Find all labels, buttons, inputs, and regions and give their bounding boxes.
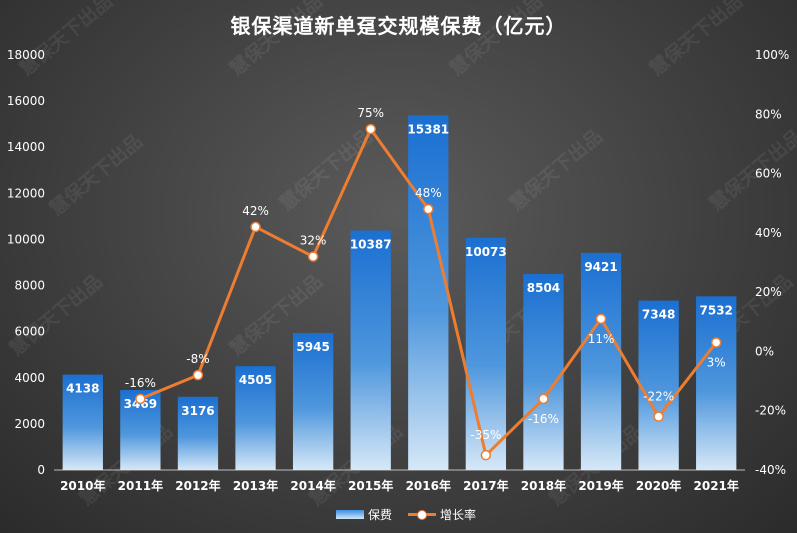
x-tick-label: 2020年 <box>636 478 681 493</box>
y-right-tick-label: -40% <box>755 463 786 477</box>
chart-legend: 保费 增长率 <box>336 506 476 523</box>
legend-item-growth: 增长率 <box>408 506 476 523</box>
bar <box>408 115 449 470</box>
growth-value-label: -35% <box>470 428 501 442</box>
growth-point <box>250 221 261 233</box>
legend-line-swatch <box>408 510 437 520</box>
y-left-tick-label: 10000 <box>7 232 45 246</box>
bar <box>62 374 103 470</box>
y-left-tick-label: 14000 <box>7 140 45 154</box>
bar <box>465 237 507 470</box>
y-left-tick-label: 18000 <box>7 48 45 62</box>
y-left-tick-label: 12000 <box>7 186 45 200</box>
x-tick-label: 2021年 <box>694 478 739 493</box>
y-right-tick-label: 80% <box>755 107 782 121</box>
y-right-tick-label: 0% <box>755 344 774 358</box>
x-tick-label: 2011年 <box>118 478 163 493</box>
growth-value-label: 42% <box>242 204 269 218</box>
bar-value-label: 10387 <box>350 238 392 252</box>
x-tick-label: 2019年 <box>578 478 623 493</box>
y-left-tick-label: 0 <box>37 463 45 477</box>
y-right-tick-label: 100% <box>755 48 789 62</box>
bar <box>177 396 219 470</box>
bar <box>696 296 737 470</box>
bar-value-label: 3176 <box>181 404 214 418</box>
growth-value-label: 11% <box>588 332 615 346</box>
growth-value-label: -16% <box>528 412 559 426</box>
growth-point <box>538 393 549 405</box>
watermark-text: 慧保天下出品 <box>15 0 117 80</box>
legend-item-premium: 保费 <box>336 506 392 523</box>
bar <box>580 252 622 470</box>
growth-point <box>192 369 204 381</box>
y-right-tick-label: 60% <box>755 167 782 181</box>
watermark-text: 慧保天下出品 <box>705 125 797 216</box>
growth-point <box>135 393 146 405</box>
x-tick-label: 2018年 <box>521 478 566 493</box>
bar-value-label: 7532 <box>700 303 733 317</box>
growth-value-label: -22% <box>643 390 674 404</box>
watermark-text: 慧保天下出品 <box>225 0 327 80</box>
growth-point <box>480 449 492 461</box>
watermark-text: 慧保天下出品 <box>45 130 147 221</box>
growth-point <box>307 251 319 262</box>
growth-value-label: 75% <box>357 106 384 120</box>
bar-value-label: 7348 <box>642 308 675 322</box>
x-tick-label: 2015年 <box>348 478 393 493</box>
growth-value-label: 48% <box>415 186 442 200</box>
bar-value-label: 8504 <box>527 281 560 295</box>
y-left-tick-label: 8000 <box>14 279 45 293</box>
bar <box>235 366 276 470</box>
watermark-text: 慧保天下出品 <box>645 0 747 80</box>
bar-value-label: 15381 <box>407 122 449 136</box>
bar-value-label: 9421 <box>584 260 617 274</box>
bar <box>638 300 679 470</box>
x-tick-label: 2014年 <box>290 478 335 493</box>
bar <box>523 273 564 470</box>
bar-value-label: 4138 <box>66 382 99 396</box>
bar-value-label: 5945 <box>296 340 329 354</box>
growth-value-label: 3% <box>707 356 726 370</box>
x-tick-label: 2013年 <box>233 478 278 493</box>
y-right-tick-label: -20% <box>755 404 786 418</box>
growth-point <box>595 313 607 325</box>
growth-value-label: -8% <box>186 352 209 366</box>
x-tick-label: 2016年 <box>406 478 451 493</box>
growth-point <box>423 203 434 215</box>
x-tick-label: 2017年 <box>463 478 508 493</box>
y-right-tick-label: 20% <box>755 285 782 299</box>
x-tick-label: 2010年 <box>60 478 105 493</box>
x-tick-label: 2012年 <box>175 478 220 493</box>
growth-value-label: 32% <box>300 234 327 248</box>
y-left-tick-label: 4000 <box>14 371 45 385</box>
watermark-text: 慧保天下出品 <box>505 125 607 216</box>
legend-label-growth: 增长率 <box>440 508 477 522</box>
y-left-tick-label: 2000 <box>14 417 45 431</box>
bar-value-label: 4505 <box>239 373 272 387</box>
growth-point <box>710 337 722 348</box>
watermark-text: 慧保天下出品 <box>445 0 547 80</box>
y-right-tick-label: 40% <box>755 226 782 240</box>
watermark-text: 慧保天下出品 <box>275 125 377 216</box>
y-left-tick-label: 6000 <box>14 325 45 339</box>
chart-title: 银保渠道新单趸交规模保费（亿元） <box>230 14 567 38</box>
bar <box>292 332 334 470</box>
y-left-tick-label: 16000 <box>7 94 45 108</box>
legend-bar-swatch <box>336 510 364 519</box>
growth-value-label: -16% <box>125 376 156 390</box>
growth-point <box>365 123 376 135</box>
bar-value-label: 10073 <box>465 245 507 259</box>
legend-label-premium: 保费 <box>368 508 393 522</box>
growth-point <box>653 411 664 422</box>
bar <box>350 230 391 470</box>
